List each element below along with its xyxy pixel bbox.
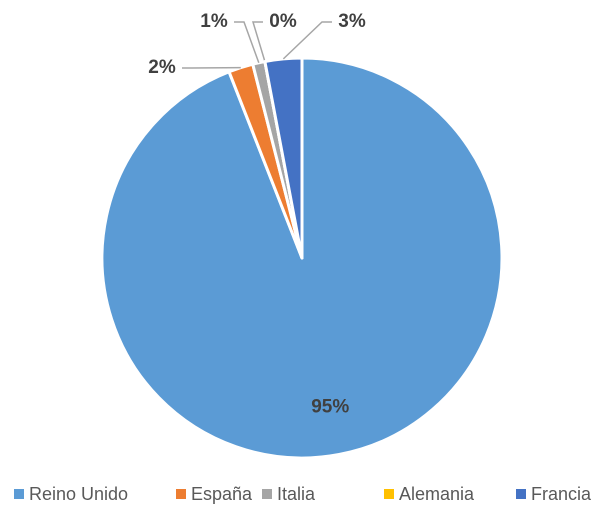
legend-label: Reino Unido (29, 484, 128, 504)
legend-swatch (176, 489, 186, 499)
data-label: 1% (200, 11, 228, 32)
legend-swatch (262, 489, 272, 499)
leader-line (234, 21, 260, 63)
legend-swatch (14, 489, 24, 499)
legend-label: Alemania (399, 484, 475, 504)
data-label: 2% (148, 57, 176, 78)
data-label: 3% (338, 11, 366, 32)
leader-line (251, 21, 266, 62)
legend-label: Italia (277, 484, 316, 504)
legend-swatch (384, 489, 394, 499)
pie-slice (263, 56, 304, 260)
legend-label: Francia (531, 484, 592, 504)
leader-line (282, 21, 332, 60)
legend-swatch (516, 489, 526, 499)
legend-label: España (191, 484, 253, 504)
data-label: 0% (269, 11, 297, 32)
data-label: 95% (311, 396, 349, 417)
